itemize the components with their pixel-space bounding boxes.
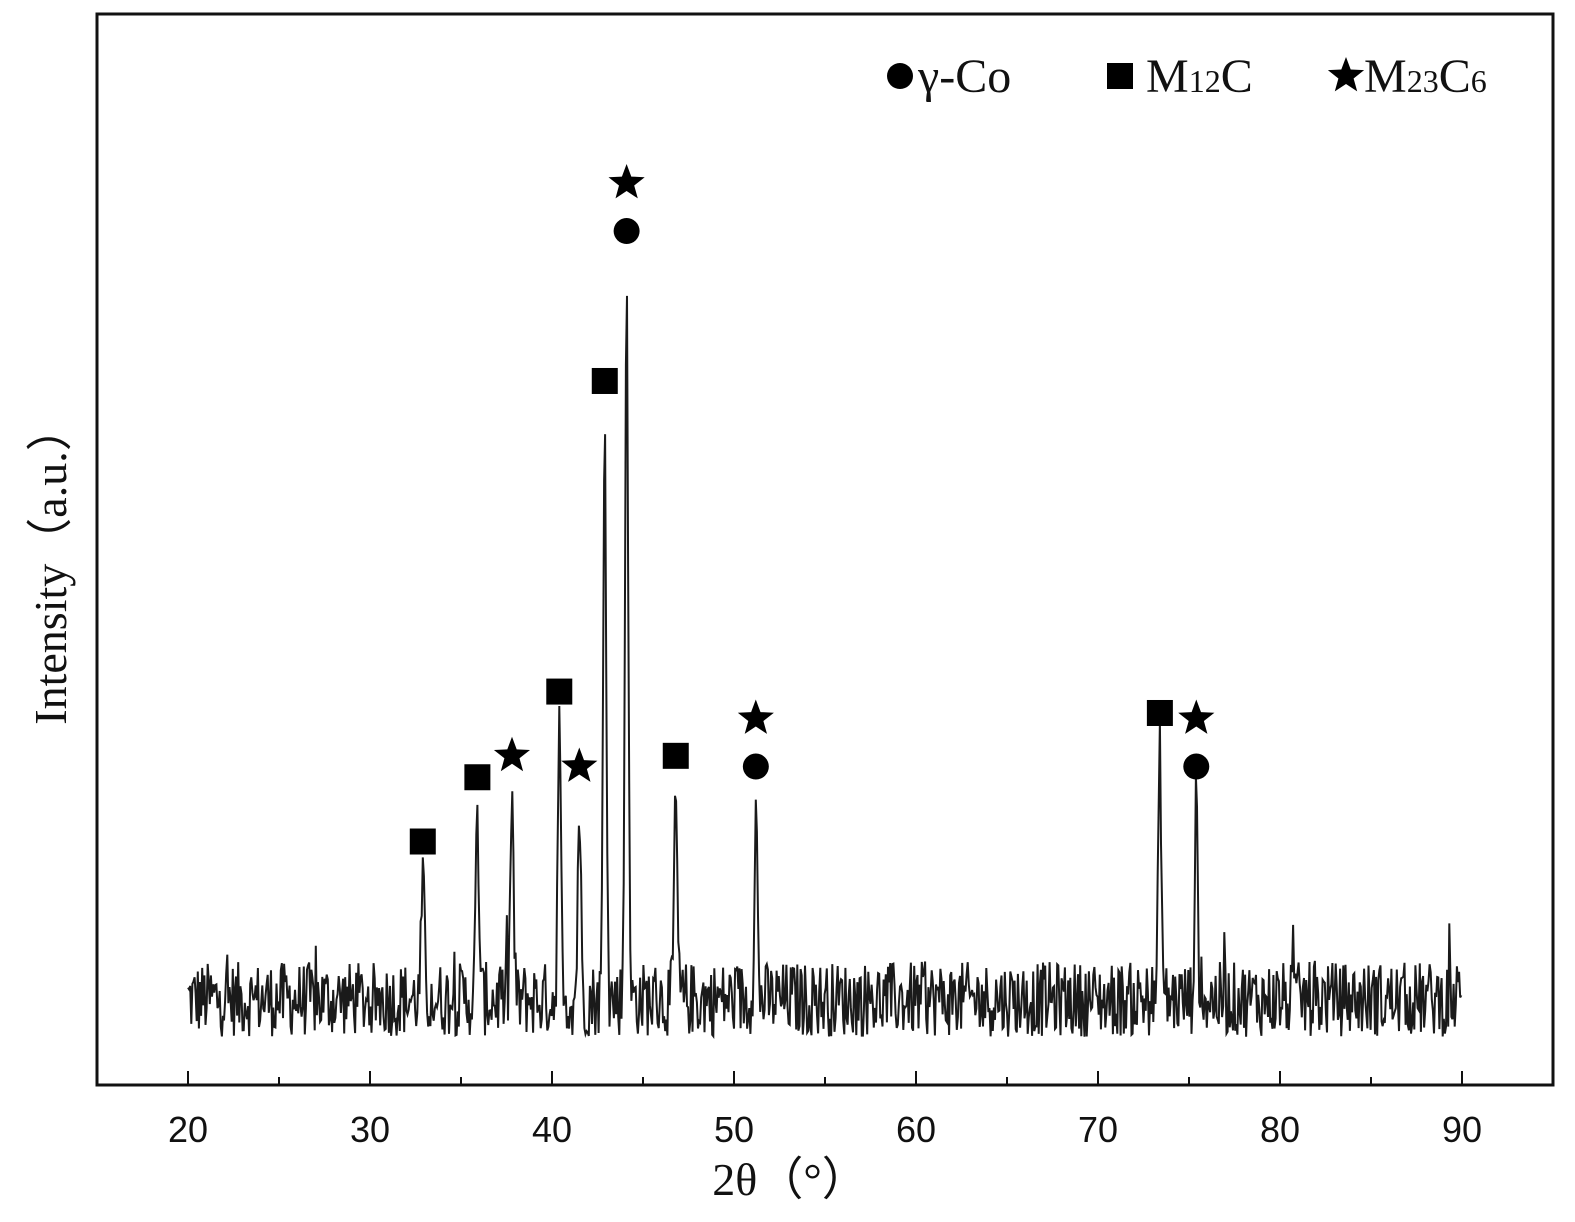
marker-circle xyxy=(1183,753,1210,780)
x-tick-label: 60 xyxy=(896,1109,936,1150)
x-axis-tick-labels: 20 30 40 50 60 70 80 90 xyxy=(168,1109,1482,1150)
marker-square xyxy=(1107,63,1133,89)
y-axis-title: Intensity（a.u.） xyxy=(25,405,76,724)
x-tick-label: 40 xyxy=(532,1109,572,1150)
x-axis-ticks xyxy=(187,1071,1463,1085)
marker-star xyxy=(493,736,530,772)
x-tick-label: 30 xyxy=(350,1109,390,1150)
x-axis-title: 2θ（°） xyxy=(712,1154,867,1205)
series-line-xrd-pattern xyxy=(187,295,1463,1040)
x-tick-label: 80 xyxy=(1260,1109,1300,1150)
x-tick-label: 90 xyxy=(1442,1109,1482,1150)
plot-frame xyxy=(95,12,1555,1087)
legend-suffix: C xyxy=(1439,50,1471,103)
marker-square xyxy=(464,764,491,791)
peak-markers xyxy=(409,164,1215,855)
legend-entry-3: M23C6 xyxy=(1364,50,1487,103)
marker-star xyxy=(1327,57,1365,92)
legend-subscript: 12 xyxy=(1189,63,1221,99)
legend-subscript: 23 xyxy=(1407,63,1439,99)
marker-square xyxy=(662,742,689,769)
legend-entry-1: γ-Co xyxy=(917,50,1011,103)
marker-square xyxy=(591,367,618,394)
x-tick-label: 20 xyxy=(168,1109,208,1150)
marker-square xyxy=(409,828,436,855)
legend: γ-Co M12C M23C6 xyxy=(887,50,1487,103)
legend-label: M xyxy=(1146,50,1189,103)
x-tick-label: 70 xyxy=(1078,1109,1118,1150)
marker-star xyxy=(737,699,774,734)
legend-suffix: C xyxy=(1221,50,1253,103)
marker-square xyxy=(546,678,573,705)
x-tick-label: 50 xyxy=(714,1109,754,1150)
legend-subscript: 6 xyxy=(1471,63,1487,99)
legend-entry-2: M12C xyxy=(1146,50,1253,103)
marker-square xyxy=(1146,699,1173,726)
marker-star xyxy=(608,164,645,199)
marker-star xyxy=(561,747,598,782)
marker-star xyxy=(1178,699,1215,734)
legend-label: γ-Co xyxy=(917,50,1011,103)
marker-circle xyxy=(742,753,769,780)
marker-circle xyxy=(887,63,913,89)
marker-circle xyxy=(613,218,640,245)
legend-label: M xyxy=(1364,50,1407,103)
